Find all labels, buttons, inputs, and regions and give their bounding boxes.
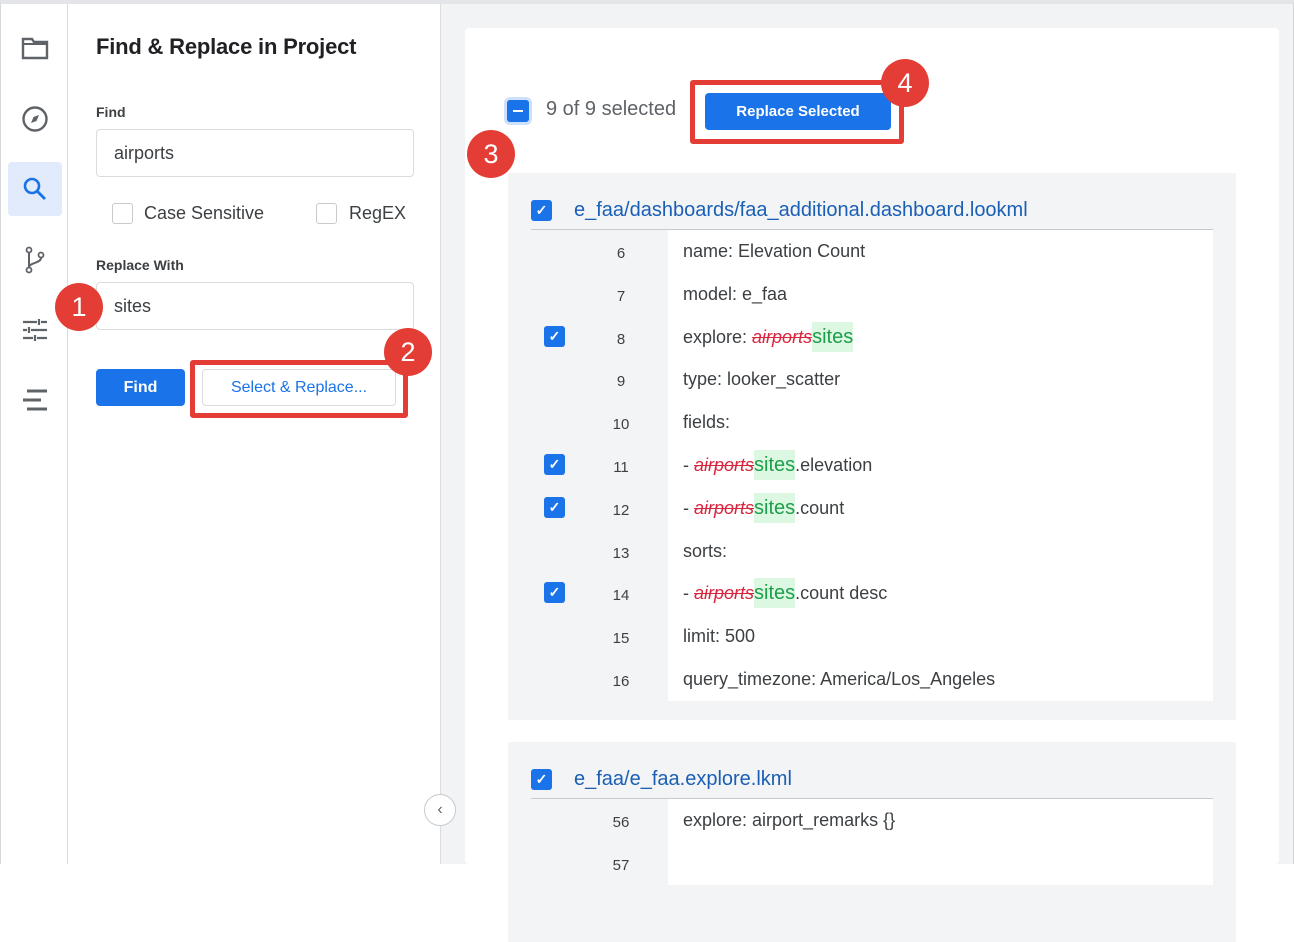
code-text: query_timezone: America/Los_Angeles (683, 668, 996, 689)
deleted-text: airports (694, 583, 755, 604)
line-number: 56 (612, 814, 630, 831)
code-line: 13 sorts: (531, 529, 1213, 573)
line-number: 15 (612, 630, 630, 648)
line-number: 57 (612, 856, 630, 874)
code-line: 15 limit: 500 (531, 615, 1213, 658)
code-line: 10 fields: (531, 401, 1213, 444)
code-line: ✓ 12 - airportssites.count (531, 486, 1213, 530)
line-number: 12 (612, 501, 630, 519)
line-number: 7 (616, 287, 626, 305)
regex-checkbox[interactable] (316, 203, 337, 224)
find-input[interactable]: airports (96, 129, 414, 177)
find-button[interactable]: Find (96, 369, 185, 406)
file-path-link[interactable]: e_faa/dashboards/faa_additional.dashboar… (574, 199, 1028, 221)
search-icon (23, 177, 46, 200)
added-text: sites (754, 578, 796, 609)
code-text: fields: (683, 412, 731, 433)
code-text: - (683, 583, 694, 604)
files-nav-button[interactable] (8, 21, 62, 75)
code-text: name: Elevation Count (683, 241, 866, 261)
settings-nav-button[interactable] (8, 303, 62, 357)
code-text-after: .count desc (795, 583, 888, 604)
line-checkbox[interactable]: ✓ (544, 496, 565, 518)
results-area: 9 of 9 selected Replace Selected ✓ e_faa/… (441, 4, 1293, 942)
replace-selected-button[interactable]: Replace Selected (705, 93, 891, 130)
annotation-badge-4: 4 (881, 59, 929, 107)
code-line: 56 explore: airport_remarks {} (531, 799, 1213, 842)
search-nav-button[interactable] (8, 162, 62, 216)
divider (531, 798, 1213, 799)
line-number: 9 (616, 373, 626, 391)
chevron-left-icon: ‹ (437, 801, 443, 818)
code-line: 7 model: e_faa (531, 272, 1213, 316)
file-group: ✓ e_faa/dashboards/faa_additional.dashboa… (508, 173, 1236, 720)
code-text: model: e_faa (683, 283, 788, 304)
selection-count: 9 of 9 selected (546, 98, 677, 120)
highlight-select-replace (190, 360, 408, 418)
regex-label: RegEX (349, 203, 407, 223)
added-text: sites (754, 449, 796, 480)
highlight-replace-selected (690, 80, 904, 144)
code-text-after: .count (795, 497, 845, 518)
deleted-text: airports (694, 497, 755, 518)
sliders-icon (23, 319, 47, 341)
added-text: sites (812, 321, 854, 352)
select-all-checkbox[interactable] (507, 100, 529, 122)
code-line: 6 name: Elevation Count (531, 230, 1213, 273)
replace-input[interactable]: sites (96, 282, 414, 330)
replace-label: Replace With (96, 257, 184, 273)
divider (531, 229, 1213, 230)
case-sensitive-label: Case Sensitive (144, 203, 265, 223)
code-text: limit: 500 (683, 626, 756, 647)
line-number: 11 (613, 458, 629, 476)
line-number: 10 (612, 416, 630, 434)
code-line: 9 type: looker_scatter (531, 358, 1213, 402)
code-text: explore: (683, 326, 753, 347)
line-number: 13 (612, 544, 630, 562)
line-number: 6 (616, 245, 626, 262)
added-text: sites (754, 492, 796, 523)
annotation-badge-2: 2 (384, 328, 432, 376)
line-number: 8 (616, 330, 626, 348)
line-checkbox[interactable]: ✓ (544, 325, 565, 347)
code-text: - (683, 497, 694, 518)
folder-icon (21, 37, 49, 60)
compass-icon (22, 106, 48, 132)
collapse-panel-button[interactable]: ‹ (424, 794, 456, 826)
code-text: sorts: (683, 540, 728, 561)
git-branch-icon (25, 246, 45, 274)
outline-nav-button[interactable] (8, 373, 62, 427)
code-line: 57 (531, 841, 1213, 885)
annotation-badge-1: 1 (55, 283, 103, 331)
code-line: ✓ 14 - airportssites.count desc (531, 572, 1213, 616)
file-checkbox[interactable]: ✓ (531, 200, 552, 221)
find-label: Find (96, 104, 126, 120)
file-checkbox[interactable]: ✓ (531, 769, 552, 790)
icon-rail (1, 4, 68, 864)
align-icon (23, 389, 47, 411)
case-sensitive-checkbox[interactable] (112, 203, 133, 224)
deleted-text: airports (694, 454, 755, 475)
code-text: explore: airport_remarks {} (683, 810, 896, 830)
find-replace-panel: Find & Replace in Project Find airports … (68, 4, 441, 864)
code-text: - (683, 454, 694, 475)
git-nav-button[interactable] (8, 233, 62, 287)
panel-title: Find & Replace in Project (96, 34, 357, 59)
file-group: ✓ e_faa/e_faa.explore.lkml 56 explore: airp… (508, 742, 1236, 942)
line-checkbox[interactable]: ✓ (544, 453, 565, 475)
code-line: ✓ 8 explore: airportssites (531, 315, 1213, 359)
annotation-badge-3: 3 (467, 130, 515, 178)
file-path-link[interactable]: e_faa/e_faa.explore.lkml (574, 768, 792, 790)
line-checkbox[interactable]: ✓ (544, 582, 565, 604)
line-number: 16 (612, 672, 630, 690)
explore-nav-button[interactable] (8, 92, 62, 146)
deleted-text: airports (752, 326, 813, 347)
code-text-after: .elevation (795, 454, 873, 475)
line-number: 14 (612, 587, 630, 605)
code-line: 16 query_timezone: America/Los_Angeles (531, 657, 1213, 701)
code-text: type: looker_scatter (683, 369, 841, 390)
select-replace-button[interactable]: Select & Replace... (202, 369, 396, 406)
code-line: ✓ 11 - airportssites.elevation (531, 443, 1213, 487)
results-card: 9 of 9 selected Replace Selected ✓ e_faa/… (465, 28, 1279, 942)
